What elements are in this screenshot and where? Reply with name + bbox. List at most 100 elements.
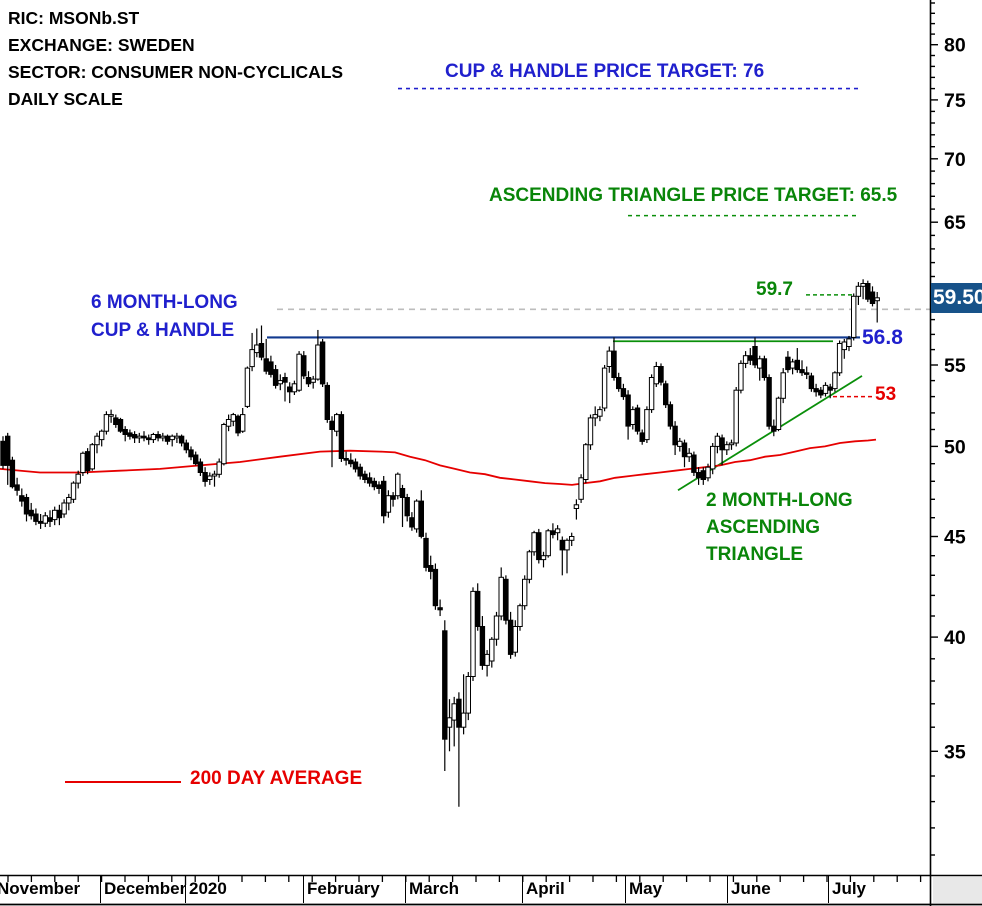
month-label: November: [0, 879, 81, 898]
candle-body: [423, 537, 429, 568]
level-56-8-label: 56.8: [862, 326, 903, 349]
candle-body: [211, 473, 218, 477]
candle-body: [836, 343, 843, 374]
candle-body: [827, 386, 833, 391]
candle-body: [428, 565, 434, 572]
candle-body: [705, 466, 711, 479]
candle-body: [155, 434, 161, 439]
y-axis-label-35: 35: [944, 741, 966, 763]
candle-body: [188, 449, 194, 458]
candle-body: [536, 532, 542, 561]
candle-body: [804, 372, 810, 375]
candle-body: [183, 442, 190, 451]
candle-body: [319, 341, 326, 385]
candle-body: [249, 349, 255, 368]
month-cell-July: July: [828, 876, 932, 903]
candle-body: [874, 297, 880, 302]
month-cell-March: March: [405, 876, 522, 903]
candle-body: [742, 355, 749, 364]
candle-body: [160, 435, 166, 439]
candle-body: [554, 528, 561, 534]
candle-body: [23, 497, 30, 515]
candle-body: [315, 344, 321, 380]
month-label: December: [104, 879, 185, 898]
ascending-triangle-target-label: ASCENDING TRIANGLE PRICE TARGET: 65.5: [489, 185, 898, 206]
candle-body: [244, 367, 251, 407]
candle-body: [855, 285, 862, 297]
candle-body: [52, 509, 58, 521]
candle-body: [522, 578, 528, 607]
candle-body: [122, 429, 128, 435]
candle-body: [601, 367, 608, 409]
candle-body: [338, 414, 345, 460]
candle-body: [686, 452, 692, 458]
candle-body: [780, 372, 786, 399]
y-axis-label-50: 50: [944, 436, 966, 458]
candle-body: [404, 497, 410, 517]
chart-header: RIC: MSONb.ST EXCHANGE: SWEDEN SECTOR: C…: [8, 5, 343, 113]
candle-body: [70, 482, 77, 500]
candle-body: [559, 539, 565, 551]
candle-body: [103, 414, 110, 432]
ma-legend-label: 200 DAY AVERAGE: [190, 768, 363, 789]
cup-handle-target-label: CUP & HANDLE PRICE TARGET: 76: [445, 61, 765, 82]
candle-body: [376, 484, 382, 489]
candle-body: [371, 480, 378, 488]
candle-body: [573, 504, 580, 509]
candle-body: [648, 377, 655, 411]
candle-body: [117, 419, 124, 432]
candle-body: [813, 388, 819, 393]
candle-body: [752, 346, 758, 366]
candle-body: [526, 551, 533, 580]
candle-body: [475, 590, 481, 628]
candle-body: [531, 532, 537, 553]
candle-body: [493, 615, 500, 640]
candle-body: [381, 480, 387, 517]
candle-body: [639, 432, 645, 442]
candle-body: [193, 454, 199, 465]
candle-body: [47, 517, 53, 522]
candle-body: [757, 358, 763, 369]
candle-body: [310, 378, 316, 383]
candle-body: [28, 509, 34, 517]
candle-body: [851, 295, 857, 338]
candle-body: [545, 530, 551, 557]
candle-body: [37, 520, 44, 524]
cup-note-line2: CUP & HANDLE: [91, 320, 235, 341]
month-label: July: [832, 879, 867, 898]
candle-body: [446, 717, 453, 728]
candle-body: [352, 461, 359, 470]
candle-body: [258, 343, 265, 358]
candle-body: [150, 434, 157, 441]
candle-body: [695, 472, 702, 479]
candle-body: [865, 283, 871, 300]
candle-body: [700, 470, 706, 481]
exchange-line: EXCHANGE: SWEDEN: [8, 35, 195, 55]
candle-body: [470, 590, 476, 678]
x-axis-month-strip: November December 2020 February March April Ma…: [0, 876, 982, 903]
candle-body: [362, 473, 368, 481]
candle-body: [724, 444, 730, 451]
month-cell-May: May: [625, 876, 727, 903]
candle-body: [282, 377, 288, 383]
candle-body: [846, 338, 852, 347]
candle-body: [94, 435, 100, 446]
month-cell-April: April: [522, 876, 625, 903]
month-cell-February: February: [303, 876, 405, 903]
tri-note-line2: ASCENDING: [706, 517, 821, 538]
candle-body: [719, 437, 725, 451]
candle-body: [630, 409, 636, 426]
month-label: 2020: [189, 879, 227, 898]
y-axis-label-45: 45: [944, 527, 966, 549]
candle-body: [301, 355, 307, 377]
month-cell-2020: 2020: [185, 876, 303, 903]
candle-body: [268, 361, 274, 375]
tri-note-line1: 2 MONTH-LONG: [706, 490, 853, 511]
candle-body: [169, 435, 175, 441]
candle-body: [667, 404, 674, 427]
candle-body: [822, 384, 829, 394]
candle-body: [305, 377, 312, 385]
candle-body: [869, 291, 876, 304]
month-cell-June: June: [727, 876, 828, 903]
